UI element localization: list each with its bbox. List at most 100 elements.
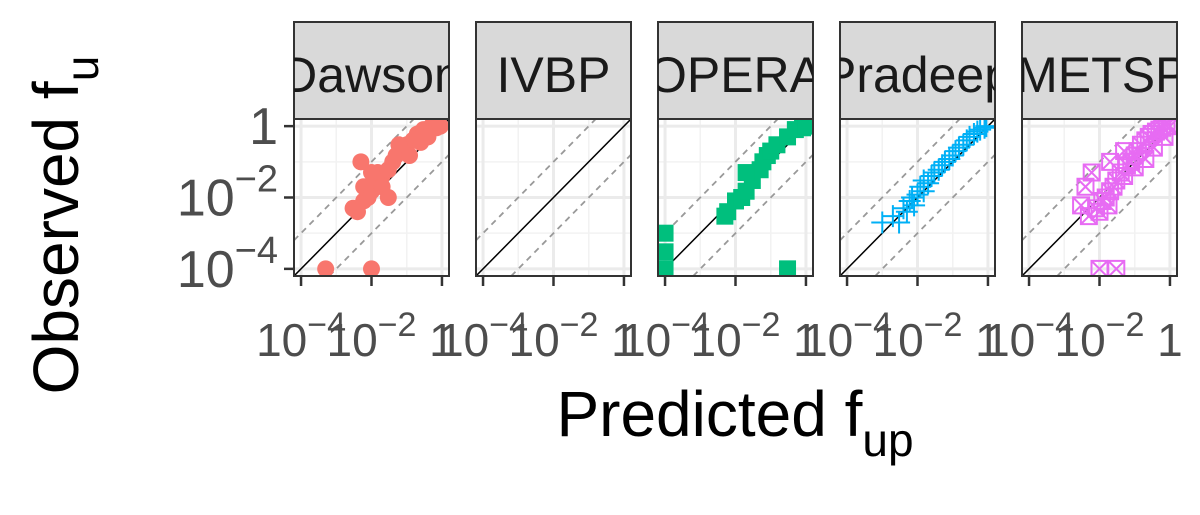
x-tick-base: 10 (509, 314, 560, 366)
x-tick-exponent: −4 (853, 306, 892, 344)
x-axis-1: 10−410−2 1 (438, 276, 637, 366)
data-point (903, 194, 926, 217)
x-tick-label: 10−4 (438, 306, 528, 366)
x-tick-base: 1 (1157, 314, 1183, 366)
data-point (1101, 152, 1120, 171)
x-tick-label: 10−2 (509, 306, 599, 366)
x-tick-label: 10−2 (327, 306, 417, 366)
y-axis-title: Observed fu (20, 56, 108, 395)
data-point (1136, 149, 1155, 168)
facet-panel-4: ADMETSPlus (947, 21, 1200, 277)
panels-layer: Dawson IVBP OPERAPradeepADMETSPlus (281, 21, 1200, 277)
facet-strip (293, 21, 450, 120)
data-point (779, 260, 797, 276)
data-point (962, 123, 985, 146)
x-tick-label: 10−4 (256, 306, 346, 366)
x-tick-label: 10−4 (802, 306, 892, 366)
data-point (317, 260, 335, 276)
x-tick-label: 1 (975, 314, 1001, 366)
x-tick-base: 10 (984, 314, 1035, 366)
y-tick-label: 1 (249, 98, 278, 156)
x-axis-0: 10−410−2 1 (256, 276, 455, 366)
facet-strip-label: Dawson (281, 47, 462, 103)
x-tick-base: 10 (327, 314, 378, 366)
data-point (419, 128, 437, 146)
y-tick-base: 10 (177, 241, 235, 299)
x-axis-4: 10−410−2 1 (984, 276, 1183, 366)
identity-line (476, 119, 631, 276)
plot-area (294, 119, 449, 276)
data-point (969, 119, 992, 141)
facet-strip-label: ADMETSPlus (947, 47, 1200, 103)
x-tick-exponent: −4 (1035, 306, 1074, 344)
x-tick-base: 10 (873, 314, 924, 366)
plot-area (476, 119, 631, 276)
plot-area (658, 119, 813, 276)
x-tick-exponent: −4 (307, 306, 346, 344)
y-axis-title-main: Observed f (20, 81, 92, 394)
x-tick-base: 10 (691, 314, 742, 366)
x-axis-3: 10−410−2 1 (802, 276, 1001, 366)
data-point (973, 119, 995, 139)
x-tick-base: 10 (256, 314, 307, 366)
data-point (363, 164, 380, 182)
x-tick-base: 10 (802, 314, 853, 366)
x-tick-label: 1 (611, 314, 637, 366)
data-point (390, 136, 408, 154)
x-tick-exponent: −2 (378, 306, 417, 344)
y-tick-exponent: −4 (235, 230, 278, 272)
data-point (975, 119, 995, 138)
facet-strip-label: OPERA (648, 47, 824, 103)
facet-strip-label: Pradeep (823, 47, 1012, 103)
y-tick-label: 10−2 (177, 159, 278, 228)
data-point (658, 260, 674, 276)
x-tick-base: 1 (793, 314, 819, 366)
data-point (737, 164, 755, 182)
x-tick-label: 10−2 (691, 306, 781, 366)
y-axis: 10−410−21 (177, 98, 294, 299)
facet-panel-1: IVBP (475, 21, 632, 277)
facet-strip (475, 21, 632, 120)
data-point (1107, 259, 1126, 276)
x-tick-label: 10−4 (620, 306, 710, 366)
plot-area (840, 119, 995, 276)
x-axis-title-main: Predicted f (556, 378, 862, 450)
x-tick-exponent: −4 (489, 306, 528, 344)
x-tick-base: 10 (1055, 314, 1106, 366)
facet-strip (839, 21, 996, 120)
x-tick-label: 10−2 (1055, 306, 1145, 366)
x-axis-2: 10−410−2 1 (620, 276, 819, 366)
x-tick-exponent: −4 (671, 306, 710, 344)
facet-strip-label: IVBP (497, 47, 611, 103)
x-tick-exponent: −2 (924, 306, 963, 344)
x-tick-exponent: −2 (560, 306, 599, 344)
facet-panel-2: OPERA (648, 21, 824, 277)
y-axis-title-sub: u (56, 56, 108, 82)
x-tick-label: 1 (429, 314, 455, 366)
x-tick-exponent: −2 (742, 306, 781, 344)
y-tick-base: 10 (177, 170, 235, 228)
y-tick-exponent: −2 (235, 159, 278, 201)
x-axes: 10−410−2 110−410−2 110−410−2 110−410−2 110−4… (256, 276, 1183, 366)
data-point (1072, 196, 1091, 215)
y-tick-base: 1 (249, 98, 278, 156)
x-tick-base: 1 (429, 314, 455, 366)
x-tick-base: 10 (438, 314, 489, 366)
data-point (401, 147, 419, 165)
data-point (363, 260, 380, 276)
data-point (431, 119, 449, 135)
x-tick-base: 1 (611, 314, 637, 366)
x-tick-label: 10−4 (984, 306, 1074, 366)
x-tick-exponent: −2 (1106, 306, 1145, 344)
plot-area (1022, 119, 1177, 276)
data-point (1076, 177, 1095, 196)
x-axis-title-sub: up (862, 414, 913, 466)
data-point (658, 224, 674, 242)
data-point (379, 189, 397, 206)
x-tick-label: 10−2 (873, 306, 963, 366)
data-point (912, 180, 935, 203)
facet-panel-0: Dawson (281, 21, 462, 277)
x-tick-base: 10 (620, 314, 671, 366)
